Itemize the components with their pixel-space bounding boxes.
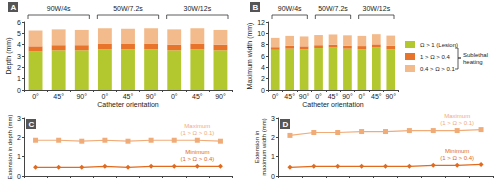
svg-text:0: 0: [17, 173, 21, 180]
svg-text:2: 2: [261, 75, 265, 82]
svg-text:90°: 90°: [215, 93, 226, 100]
svg-text:1 > Ω > 0.4: 1 > Ω > 0.4: [420, 54, 451, 60]
svg-text:Sublethal: Sublethal: [463, 52, 488, 58]
svg-text:90W/4s: 90W/4s: [278, 5, 302, 12]
svg-text:Maximum width (mm): Maximum width (mm): [246, 23, 254, 90]
svg-text:90°: 90°: [342, 93, 353, 100]
svg-text:heating: heating: [463, 59, 483, 65]
svg-text:6: 6: [17, 19, 21, 26]
svg-text:1: 1: [17, 75, 21, 82]
svg-text:Maximum: Maximum: [184, 123, 210, 129]
svg-text:12: 12: [257, 19, 265, 26]
svg-text:0: 0: [261, 87, 265, 94]
svg-text:90°: 90°: [146, 93, 157, 100]
svg-text:Ω > 1 (Lesion): Ω > 1 (Lesion): [420, 42, 458, 48]
svg-text:maximum width (mm): maximum width (mm): [261, 118, 267, 175]
svg-text:45°: 45°: [123, 93, 134, 100]
svg-text:3: 3: [271, 115, 275, 122]
svg-text:45°: 45°: [328, 93, 339, 100]
svg-text:50W/7.2s: 50W/7.2s: [113, 5, 143, 12]
svg-text:0°: 0°: [102, 93, 109, 100]
svg-text:2: 2: [271, 134, 275, 141]
svg-text:45°: 45°: [192, 93, 203, 100]
svg-text:Catheter orientation: Catheter orientation: [97, 101, 159, 108]
svg-text:Extension in: Extension in: [254, 131, 260, 164]
svg-text:D: D: [283, 120, 289, 129]
svg-text:1: 1: [17, 153, 21, 160]
svg-text:Depth (mm): Depth (mm): [5, 38, 13, 75]
svg-text:0°: 0°: [171, 93, 178, 100]
svg-text:B: B: [253, 3, 259, 12]
svg-text:Maximum: Maximum: [444, 113, 470, 119]
svg-text:90W/4s: 90W/4s: [47, 5, 71, 12]
svg-text:0.4 > Ω > 0.1: 0.4 > Ω > 0.1: [420, 66, 456, 72]
svg-text:(1 > Ω > 0.1): (1 > Ω > 0.1): [180, 130, 214, 136]
svg-text:A: A: [11, 3, 17, 12]
svg-text:10: 10: [257, 30, 265, 37]
svg-text:0°: 0°: [359, 93, 366, 100]
svg-text:0°: 0°: [315, 93, 322, 100]
svg-text:45°: 45°: [371, 93, 382, 100]
svg-text:30W/12s: 30W/12s: [184, 5, 212, 12]
svg-text:(1 > Ω > 0.4): (1 > Ω > 0.4): [440, 155, 474, 161]
svg-text:(1 > Ω > 0.1): (1 > Ω > 0.1): [440, 120, 474, 126]
svg-text:4: 4: [261, 64, 265, 71]
svg-text:30W/12s: 30W/12s: [363, 5, 391, 12]
svg-text:Minimum: Minimum: [185, 149, 209, 155]
svg-text:45°: 45°: [284, 93, 295, 100]
svg-text:90°: 90°: [299, 93, 310, 100]
svg-text:3: 3: [17, 115, 21, 122]
svg-text:5: 5: [17, 30, 21, 37]
svg-text:8: 8: [261, 41, 265, 48]
svg-text:3: 3: [17, 53, 21, 60]
svg-text:0: 0: [17, 87, 21, 94]
svg-text:(1 > Ω > 0.4): (1 > Ω > 0.4): [180, 156, 214, 162]
svg-text:C: C: [29, 120, 35, 129]
svg-text:2: 2: [17, 64, 21, 71]
svg-text:0°: 0°: [272, 93, 279, 100]
svg-text:45°: 45°: [53, 93, 64, 100]
svg-text:Catheter orientation: Catheter orientation: [302, 101, 364, 108]
svg-text:4: 4: [17, 41, 21, 48]
svg-text:90°: 90°: [385, 93, 396, 100]
svg-text:Extension in depth (mm): Extension in depth (mm): [7, 114, 13, 179]
svg-text:2: 2: [17, 134, 21, 141]
svg-text:1: 1: [271, 153, 275, 160]
svg-text:Minimum: Minimum: [445, 148, 469, 154]
svg-text:90°: 90°: [76, 93, 87, 100]
svg-text:50W/7.2s: 50W/7.2s: [318, 5, 348, 12]
svg-text:0°: 0°: [32, 93, 39, 100]
svg-text:6: 6: [261, 53, 265, 60]
svg-text:0: 0: [271, 173, 275, 180]
